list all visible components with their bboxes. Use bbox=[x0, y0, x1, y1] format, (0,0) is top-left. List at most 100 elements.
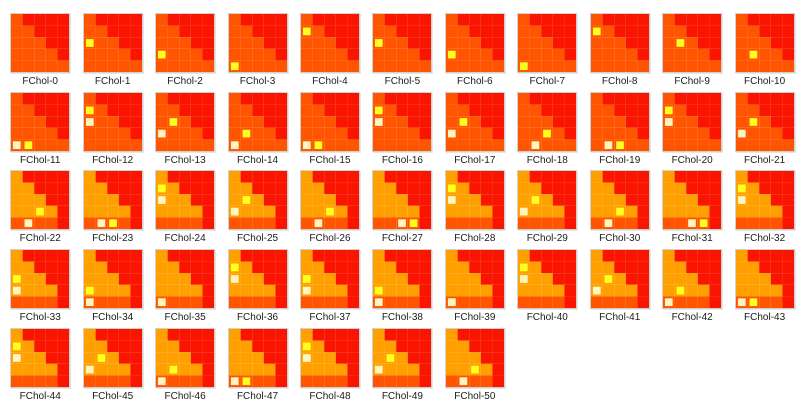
file-tile[interactable]: FChol-9 bbox=[656, 11, 728, 90]
file-tile[interactable]: FChol-18 bbox=[511, 90, 583, 169]
file-tile[interactable]: FChol-50 bbox=[439, 326, 511, 405]
file-tile[interactable]: FChol-38 bbox=[366, 247, 438, 326]
heatmap-thumbnail-icon[interactable] bbox=[10, 327, 71, 388]
heatmap-thumbnail-icon[interactable] bbox=[589, 91, 650, 152]
file-tile[interactable]: FChol-16 bbox=[366, 90, 438, 169]
file-tile[interactable]: FChol-21 bbox=[728, 90, 800, 169]
heatmap-thumbnail-icon[interactable] bbox=[155, 170, 216, 231]
file-tile[interactable]: FChol-46 bbox=[149, 326, 221, 405]
file-tile[interactable]: FChol-17 bbox=[439, 90, 511, 169]
file-tile[interactable]: FChol-13 bbox=[149, 90, 221, 169]
file-tile[interactable]: FChol-26 bbox=[294, 168, 366, 247]
heatmap-thumbnail-icon[interactable] bbox=[299, 13, 360, 73]
file-tile[interactable]: FChol-39 bbox=[439, 247, 511, 326]
heatmap-thumbnail-icon[interactable] bbox=[589, 13, 650, 73]
heatmap-thumbnail-icon[interactable] bbox=[662, 249, 723, 310]
heatmap-thumbnail-icon[interactable] bbox=[299, 170, 360, 231]
heatmap-thumbnail-icon[interactable] bbox=[589, 249, 650, 310]
heatmap-thumbnail-icon[interactable] bbox=[444, 13, 505, 73]
file-tile[interactable]: FChol-33 bbox=[4, 247, 76, 326]
heatmap-thumbnail-icon[interactable] bbox=[10, 91, 71, 152]
file-tile[interactable]: FChol-23 bbox=[76, 168, 148, 247]
heatmap-thumbnail-icon[interactable] bbox=[734, 249, 795, 310]
file-tile[interactable]: FChol-30 bbox=[584, 168, 656, 247]
heatmap-thumbnail-icon[interactable] bbox=[10, 170, 71, 231]
file-tile[interactable]: FChol-11 bbox=[4, 90, 76, 169]
heatmap-thumbnail-icon[interactable] bbox=[517, 170, 578, 231]
file-tile[interactable]: FChol-34 bbox=[76, 247, 148, 326]
file-tile[interactable]: FChol-15 bbox=[294, 90, 366, 169]
heatmap-thumbnail-icon[interactable] bbox=[299, 91, 360, 152]
file-tile[interactable]: FChol-48 bbox=[294, 326, 366, 405]
heatmap-thumbnail-icon[interactable] bbox=[662, 91, 723, 152]
heatmap-thumbnail-icon[interactable] bbox=[734, 170, 795, 231]
file-tile[interactable]: FChol-3 bbox=[221, 11, 293, 90]
file-tile[interactable]: FChol-4 bbox=[294, 11, 366, 90]
heatmap-thumbnail-icon[interactable] bbox=[155, 13, 216, 73]
file-tile[interactable]: FChol-5 bbox=[366, 11, 438, 90]
file-tile[interactable]: FChol-14 bbox=[221, 90, 293, 169]
heatmap-thumbnail-icon[interactable] bbox=[444, 91, 505, 152]
file-tile[interactable]: FChol-10 bbox=[728, 11, 800, 90]
file-tile[interactable]: FChol-12 bbox=[76, 90, 148, 169]
file-tile[interactable]: FChol-47 bbox=[221, 326, 293, 405]
heatmap-thumbnail-icon[interactable] bbox=[155, 249, 216, 310]
file-tile[interactable]: FChol-31 bbox=[656, 168, 728, 247]
heatmap-thumbnail-icon[interactable] bbox=[517, 13, 578, 73]
heatmap-thumbnail-icon[interactable] bbox=[155, 327, 216, 388]
heatmap-thumbnail-icon[interactable] bbox=[227, 13, 288, 73]
heatmap-thumbnail-icon[interactable] bbox=[372, 91, 433, 152]
file-tile[interactable]: FChol-45 bbox=[76, 326, 148, 405]
heatmap-thumbnail-icon[interactable] bbox=[82, 91, 143, 152]
heatmap-thumbnail-icon[interactable] bbox=[299, 249, 360, 310]
heatmap-thumbnail-icon[interactable] bbox=[82, 249, 143, 310]
file-tile[interactable]: FChol-35 bbox=[149, 247, 221, 326]
file-tile[interactable]: FChol-25 bbox=[221, 168, 293, 247]
heatmap-thumbnail-icon[interactable] bbox=[517, 249, 578, 310]
heatmap-thumbnail-icon[interactable] bbox=[82, 13, 143, 73]
file-tile[interactable]: FChol-27 bbox=[366, 168, 438, 247]
heatmap-thumbnail-icon[interactable] bbox=[734, 13, 795, 73]
file-tile[interactable]: FChol-36 bbox=[221, 247, 293, 326]
heatmap-thumbnail-icon[interactable] bbox=[444, 327, 505, 388]
heatmap-thumbnail-icon[interactable] bbox=[734, 91, 795, 152]
heatmap-thumbnail-icon[interactable] bbox=[10, 249, 71, 310]
heatmap-thumbnail-icon[interactable] bbox=[662, 170, 723, 231]
file-tile[interactable]: FChol-22 bbox=[4, 168, 76, 247]
file-tile[interactable]: FChol-44 bbox=[4, 326, 76, 405]
heatmap-thumbnail-icon[interactable] bbox=[227, 249, 288, 310]
heatmap-thumbnail-icon[interactable] bbox=[589, 170, 650, 231]
file-tile[interactable]: FChol-29 bbox=[511, 168, 583, 247]
heatmap-thumbnail-icon[interactable] bbox=[299, 327, 360, 388]
file-tile[interactable]: FChol-32 bbox=[728, 168, 800, 247]
heatmap-thumbnail-icon[interactable] bbox=[372, 327, 433, 388]
heatmap-thumbnail-icon[interactable] bbox=[444, 249, 505, 310]
file-tile[interactable]: FChol-28 bbox=[439, 168, 511, 247]
file-tile[interactable]: FChol-20 bbox=[656, 90, 728, 169]
heatmap-thumbnail-icon[interactable] bbox=[662, 13, 723, 73]
file-tile[interactable]: FChol-1 bbox=[76, 11, 148, 90]
file-tile[interactable]: FChol-19 bbox=[584, 90, 656, 169]
heatmap-thumbnail-icon[interactable] bbox=[82, 170, 143, 231]
file-tile[interactable]: FChol-2 bbox=[149, 11, 221, 90]
file-tile[interactable]: FChol-40 bbox=[511, 247, 583, 326]
file-tile[interactable]: FChol-0 bbox=[4, 11, 76, 90]
file-tile[interactable]: FChol-8 bbox=[584, 11, 656, 90]
heatmap-thumbnail-icon[interactable] bbox=[82, 327, 143, 388]
heatmap-thumbnail-icon[interactable] bbox=[372, 13, 433, 73]
file-tile[interactable]: FChol-42 bbox=[656, 247, 728, 326]
file-tile[interactable]: FChol-7 bbox=[511, 11, 583, 90]
heatmap-thumbnail-icon[interactable] bbox=[155, 91, 216, 152]
heatmap-thumbnail-icon[interactable] bbox=[10, 13, 71, 73]
file-tile[interactable]: FChol-49 bbox=[366, 326, 438, 405]
heatmap-thumbnail-icon[interactable] bbox=[372, 170, 433, 231]
file-tile[interactable]: FChol-37 bbox=[294, 247, 366, 326]
file-tile[interactable]: FChol-6 bbox=[439, 11, 511, 90]
heatmap-thumbnail-icon[interactable] bbox=[517, 91, 578, 152]
heatmap-thumbnail-icon[interactable] bbox=[227, 327, 288, 388]
heatmap-thumbnail-icon[interactable] bbox=[444, 170, 505, 231]
file-tile[interactable]: FChol-43 bbox=[728, 247, 800, 326]
file-tile[interactable]: FChol-24 bbox=[149, 168, 221, 247]
heatmap-thumbnail-icon[interactable] bbox=[227, 170, 288, 231]
file-tile[interactable]: FChol-41 bbox=[584, 247, 656, 326]
